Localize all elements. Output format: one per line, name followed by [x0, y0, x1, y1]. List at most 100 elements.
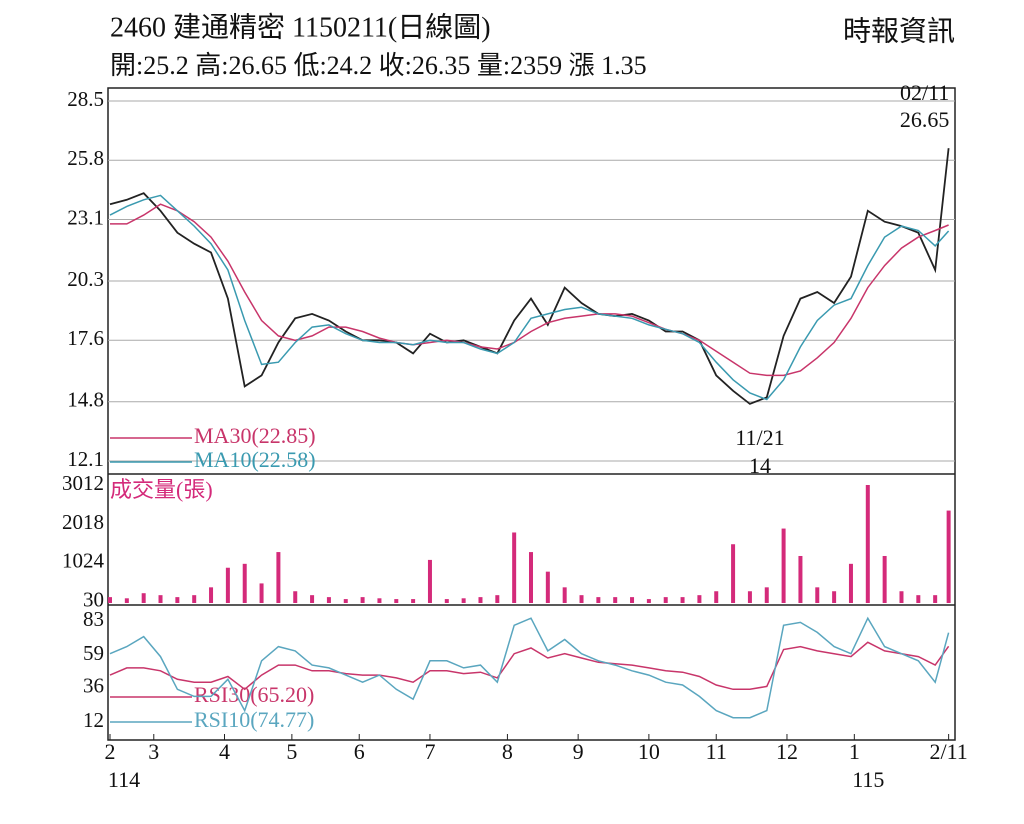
- volume-bar: [108, 597, 112, 603]
- y-tick-label: 12.1: [67, 447, 104, 471]
- quote: 開:25.2 高:26.65 低:24.2 收:26.35 量:2359 漲 1…: [110, 51, 647, 80]
- y-tick-label: 20.3: [67, 267, 104, 291]
- volume-bar: [798, 555, 803, 603]
- volume-bar: [175, 597, 180, 603]
- x-tick-label: 5: [286, 739, 297, 764]
- volume-bar: [529, 552, 533, 603]
- volume-bar: [680, 597, 685, 603]
- volume-bar: [225, 567, 230, 603]
- volume-bar: [192, 595, 197, 603]
- volume-bar: [124, 598, 129, 603]
- x-tick-label: 1: [849, 739, 860, 764]
- x-tick-label: 10: [638, 739, 660, 764]
- volume-bar: [293, 591, 298, 603]
- volume-bar: [946, 510, 951, 603]
- volume-bar: [865, 485, 870, 603]
- volume-bar: [360, 597, 365, 603]
- volume-bar: [394, 599, 399, 603]
- source: 時報資訊: [843, 15, 955, 47]
- volume-bar: [646, 599, 651, 603]
- series-line: [109, 641, 950, 691]
- legend-label: RSI10(74.77): [194, 707, 314, 732]
- x-tick-label: 7: [424, 739, 435, 764]
- volume-bar: [764, 587, 769, 603]
- volume-bar: [411, 599, 416, 603]
- volume-bar: [158, 595, 163, 603]
- y-tick-label: 14.8: [67, 388, 104, 412]
- volume-bar: [579, 595, 584, 603]
- volume-bar: [933, 595, 938, 603]
- y-tick-label: 12: [83, 708, 104, 732]
- x-tick-label: 9: [573, 739, 584, 764]
- volume-bar: [209, 587, 214, 603]
- x-tick-label: 3: [148, 739, 159, 764]
- frame: [107, 87, 956, 741]
- x-year-label: 114: [108, 767, 140, 792]
- volume-bar: [427, 559, 432, 603]
- volume-bar: [343, 599, 348, 603]
- volume-bar: [781, 528, 786, 603]
- y-tick-label: 2018: [62, 510, 104, 534]
- volume-bar: [613, 597, 618, 603]
- volume-bar: [512, 532, 517, 603]
- x-tick-label: 4: [219, 739, 230, 764]
- volume-bar: [562, 587, 567, 603]
- series-line: [110, 203, 949, 377]
- volume-bar: [478, 597, 483, 603]
- volume-bar: [882, 555, 887, 603]
- volume-bar: [377, 598, 382, 603]
- x-tick-label: 11: [706, 739, 727, 764]
- legend-label: MA10(22.58): [194, 447, 316, 472]
- volume-bar: [832, 591, 837, 603]
- y-tick-label: 30: [83, 588, 104, 612]
- y-tick-label: 25.8: [67, 146, 104, 170]
- series-line: [109, 616, 950, 719]
- series-line: [109, 194, 950, 401]
- annotation: 14: [749, 453, 771, 478]
- annotation: 11/21: [735, 425, 784, 450]
- y-tick-label: 1024: [62, 549, 105, 573]
- volume-bar: [731, 544, 736, 603]
- y-tick-label: 17.6: [67, 326, 104, 350]
- volume-bar: [259, 583, 264, 603]
- y-tick-label: 59: [83, 641, 104, 665]
- volume-bar: [326, 597, 331, 603]
- volume-bar: [848, 563, 853, 603]
- volume-bar: [747, 591, 752, 603]
- legend-label: 成交量(張): [110, 477, 213, 502]
- volume-bar: [461, 598, 466, 603]
- volume-bar: [630, 597, 635, 603]
- x-tick-label: 2: [105, 739, 116, 764]
- legend-label: RSI30(65.20): [194, 682, 314, 707]
- y-tick-label: 3012: [62, 471, 104, 495]
- volume-bar: [596, 597, 601, 603]
- volume-bar: [545, 571, 550, 603]
- legend-label: MA30(22.85): [194, 423, 316, 448]
- volume-bar: [141, 593, 146, 603]
- y-tick-label: 83: [83, 607, 104, 631]
- x-tick-label: 2/11: [929, 739, 967, 764]
- y-tick-label: 28.5: [67, 87, 104, 111]
- series-line: [109, 148, 950, 405]
- volume-bar: [310, 595, 315, 603]
- y-tick-label: 23.1: [67, 205, 104, 229]
- y-tick-label: 36: [83, 674, 104, 698]
- volume-bar: [899, 591, 904, 603]
- volume-bar: [242, 563, 247, 603]
- volume-bar: [815, 587, 820, 603]
- x-tick-label: 6: [354, 739, 365, 764]
- x-year-label: 115: [852, 767, 884, 792]
- volume-bar: [495, 595, 500, 603]
- volume-bar: [663, 597, 668, 603]
- volume-bar: [916, 595, 921, 603]
- annotation: 02/11: [900, 80, 949, 105]
- volume-bar: [697, 595, 702, 603]
- volume-bar: [276, 552, 281, 603]
- x-tick-label: 12: [776, 739, 798, 764]
- annotation: 26.65: [900, 107, 950, 132]
- x-tick-label: 8: [502, 739, 513, 764]
- volume-bar: [444, 599, 449, 603]
- volume-bar: [714, 591, 719, 603]
